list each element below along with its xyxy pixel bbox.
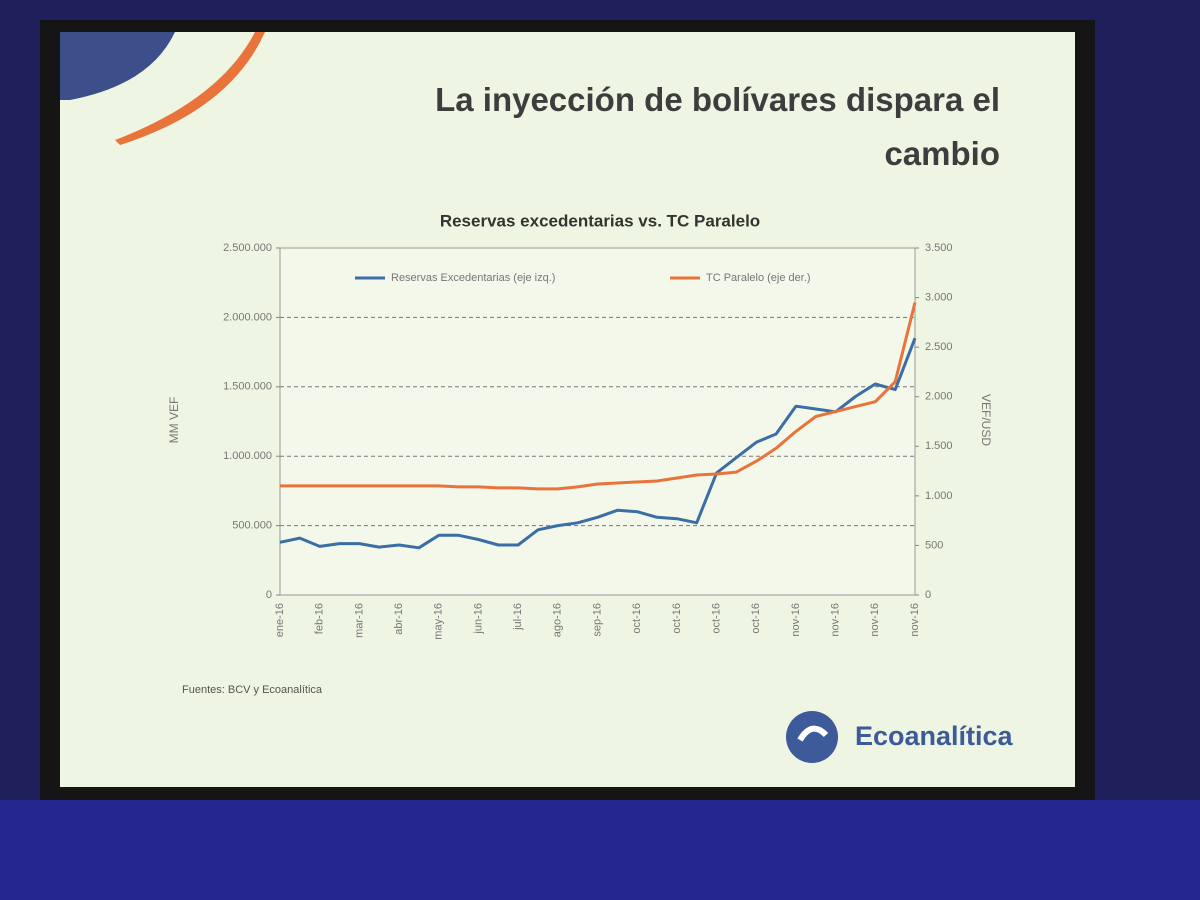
x-tick-label: feb-16 [314, 603, 326, 634]
corner-swoosh [115, 32, 265, 145]
legend-label: Reservas Excedentarias (eje izq.) [391, 272, 555, 284]
y2-tick-label: 3.000 [925, 291, 953, 303]
y-tick-label: 0 [266, 589, 272, 601]
corner-shape [60, 32, 175, 100]
x-tick-label: jun-16 [472, 603, 484, 635]
x-tick-label: nov-16 [790, 603, 802, 637]
y-tick-label: 1.500.000 [223, 381, 272, 393]
x-tick-label: nov-16 [909, 603, 921, 637]
x-tick-label: mar-16 [353, 603, 365, 638]
y2-tick-label: 3.500 [925, 242, 953, 254]
plot-area [279, 247, 916, 596]
logo-icon-mark [797, 725, 829, 742]
y2-axis-label: VEF/USD [979, 394, 993, 446]
source: Fuentes: BCV y Ecoanalítica [182, 684, 323, 696]
y-tick-label: 2.000.000 [223, 311, 272, 323]
y2-tick-label: 1.000 [925, 490, 953, 502]
x-tick-label: oct-16 [631, 603, 643, 634]
x-tick-label: ago-16 [552, 603, 564, 637]
slide-title: La inyección de bolívares dispara el camb… [435, 81, 1000, 172]
y2-tick-label: 0 [925, 589, 931, 601]
y-tick-label: 1.000.000 [223, 450, 272, 462]
x-tick-label: may-16 [433, 603, 445, 640]
logo-icon [786, 711, 838, 763]
stage-light [0, 800, 1200, 900]
legend-label: TC Paralelo (eje der.) [706, 272, 811, 284]
chart-title: Reservas excedentarias vs. TC Paralelo [440, 211, 760, 230]
x-tick-label: oct-16 [671, 603, 683, 634]
y2-tick-label: 500 [925, 539, 943, 551]
logo: Ecoanalítica [855, 721, 1014, 751]
y-axis-label: MM VEF [167, 397, 181, 444]
x-tick-label: abr-16 [393, 603, 405, 635]
x-tick-label: oct-16 [750, 603, 762, 634]
y2-tick-label: 2.500 [925, 341, 953, 353]
y2-tick-label: 1.500 [925, 440, 953, 452]
y2-tick-label: 2.000 [925, 391, 953, 403]
y-tick-label: 500.000 [232, 520, 272, 532]
x-tick-label: jul-16 [512, 603, 524, 631]
series-line [279, 337, 917, 550]
x-tick-label: sep-16 [591, 603, 603, 637]
y-tick-label: 2.500.000 [223, 242, 272, 254]
x-tick-label: oct-16 [710, 603, 722, 634]
x-tick-label: nov-16 [869, 603, 881, 637]
x-tick-label: ene-16 [274, 603, 286, 637]
x-tick-label: nov-16 [830, 603, 842, 637]
series-line [280, 302, 917, 491]
